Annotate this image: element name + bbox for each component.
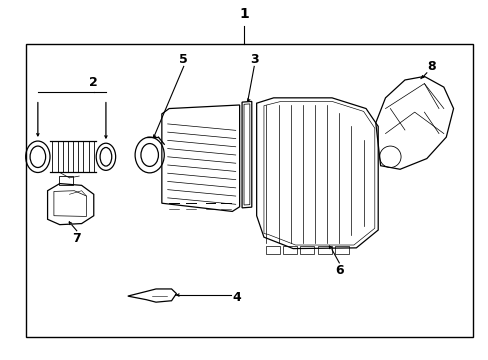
Text: 2: 2 [89,76,98,89]
Text: 3: 3 [249,53,258,66]
Text: 5: 5 [179,53,188,66]
Bar [26,44,472,337]
Text: 1: 1 [239,7,249,21]
Text: 6: 6 [334,264,343,277]
Text: 8: 8 [426,60,435,73]
Text: 4: 4 [232,291,241,304]
Text: 7: 7 [72,232,81,245]
